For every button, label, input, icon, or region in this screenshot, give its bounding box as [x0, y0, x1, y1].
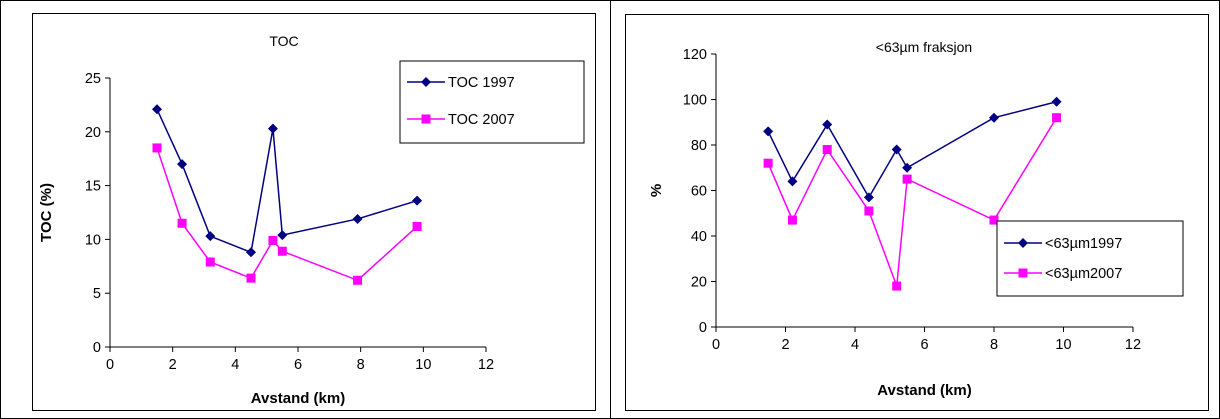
y-tick-label: 0	[699, 320, 707, 336]
chart-title: <63µm fraksjon	[876, 39, 972, 55]
data-point-square	[268, 235, 278, 245]
x-axis-title: Avstand (km)	[251, 390, 345, 407]
legend-box	[399, 60, 585, 144]
x-tick-label: 6	[294, 357, 302, 373]
data-point-square	[822, 145, 832, 155]
y-tick-label: 100	[683, 93, 707, 109]
x-tick-label: 12	[478, 357, 494, 373]
data-point-diamond	[822, 119, 833, 130]
fraction-chart: 0 20 40 60 80 100 120 0 2 4 6 8 10 12 <63µm fraksjon Av…	[648, 39, 1184, 399]
y-tick-label: 20	[691, 275, 707, 291]
data-point-diamond	[891, 144, 902, 155]
series-line	[767, 101, 1057, 199]
y-axis-title: TOC (%)	[38, 183, 55, 242]
data-point-diamond	[352, 213, 363, 224]
legend-marker-diamond	[421, 77, 431, 87]
legend-marker-square	[1018, 268, 1028, 278]
chart-title: TOC	[269, 33, 298, 49]
x-tick-label: 2	[781, 337, 789, 353]
data-point-square	[1052, 113, 1062, 123]
data-point-square	[412, 221, 422, 231]
data-point-square	[205, 257, 215, 267]
x-tick-label: 6	[920, 337, 928, 353]
legend-box	[996, 220, 1184, 297]
x-tick-label: 0	[712, 337, 720, 353]
legend-marker-square	[421, 114, 431, 124]
data-point-diamond	[787, 176, 798, 187]
data-point-square	[787, 215, 797, 225]
chart-frame-toc: 0 5 10 15 20 25 0 2 4 6 8 10 12 TOC Avstand (km) TOC (%…	[32, 13, 596, 411]
data-point-diamond	[277, 230, 288, 241]
y-tick-label: 80	[691, 138, 707, 154]
data-point-diamond	[1051, 96, 1062, 107]
legend-label: TOC 2007	[448, 112, 515, 128]
x-tick-label: 12	[1125, 337, 1141, 353]
data-point-square	[892, 281, 902, 291]
legend-label: <63µm2007	[1045, 266, 1122, 282]
toc-chart: 0 5 10 15 20 25 0 2 4 6 8 10 12 TOC Avstand (km) TOC (%…	[38, 33, 585, 407]
data-point-diamond	[412, 195, 423, 206]
data-point-diamond	[863, 192, 874, 203]
x-tick-label: 10	[1055, 337, 1071, 353]
y-tick-label: 15	[85, 179, 101, 195]
x-tick-label: 2	[169, 357, 177, 373]
data-point-diamond	[152, 104, 162, 115]
data-point-square	[177, 218, 187, 228]
data-point-square	[763, 158, 773, 168]
series-line	[156, 147, 418, 282]
y-tick-label: 120	[683, 47, 707, 63]
y-tick-label: 10	[85, 232, 101, 248]
x-axis-title: Avstand (km)	[877, 382, 971, 399]
y-tick-label: 25	[85, 71, 101, 87]
legend-label: TOC 1997	[448, 75, 515, 91]
series-line	[156, 108, 418, 254]
chart-cell-fraction: 0 20 40 60 80 100 120 0 2 4 6 8 10 12 <63µm fraksjon Av…	[610, 0, 1220, 419]
x-tick-label: 4	[851, 337, 859, 353]
y-tick-label: 20	[85, 125, 101, 141]
data-point-square	[864, 206, 874, 216]
y-tick-label: 60	[691, 184, 707, 200]
data-point-square	[902, 174, 912, 184]
data-point-square	[277, 246, 287, 256]
legend-marker-diamond	[1018, 238, 1028, 248]
chart-frame-fraction: 0 20 40 60 80 100 120 0 2 4 6 8 10 12 <63µm fraksjon Av…	[625, 14, 1209, 411]
data-point-diamond	[902, 162, 913, 173]
x-tick-label: 10	[415, 357, 431, 373]
x-tick-label: 8	[990, 337, 998, 353]
y-axis-title: %	[648, 184, 665, 197]
data-point-square	[246, 273, 256, 283]
legend-label: <63µm1997	[1045, 236, 1122, 252]
y-tick-label: 0	[93, 340, 101, 356]
y-tick-label: 5	[93, 286, 101, 302]
chart-cell-toc: 0 5 10 15 20 25 0 2 4 6 8 10 12 TOC Avstand (km) TOC (%…	[0, 0, 611, 419]
x-tick-label: 4	[231, 357, 239, 373]
x-tick-label: 0	[106, 357, 114, 373]
data-point-diamond	[177, 159, 188, 170]
data-point-diamond	[763, 126, 774, 137]
data-point-diamond	[267, 123, 278, 134]
data-point-diamond	[205, 231, 216, 242]
data-point-diamond	[989, 112, 999, 123]
x-tick-label: 8	[357, 357, 365, 373]
data-point-square	[152, 143, 162, 153]
data-point-square	[989, 215, 999, 225]
data-point-diamond	[246, 247, 256, 258]
data-point-square	[353, 275, 363, 285]
y-tick-label: 40	[691, 229, 707, 245]
series-line	[767, 117, 1058, 287]
